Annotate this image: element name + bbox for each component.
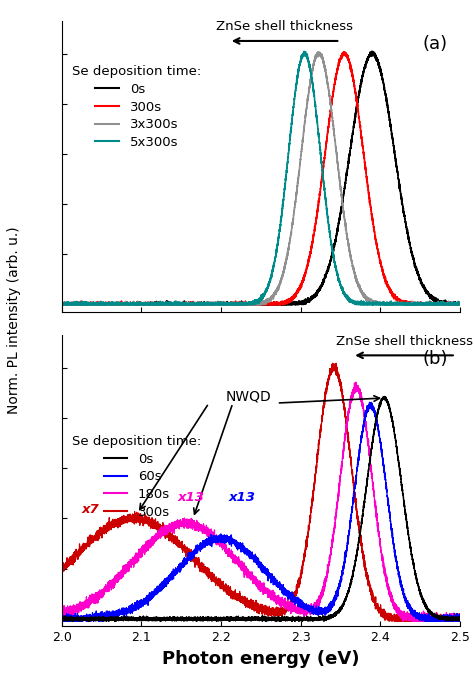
- Text: x13: x13: [229, 491, 256, 504]
- Text: ZnSe shell thickness: ZnSe shell thickness: [216, 20, 353, 33]
- Text: NWQD: NWQD: [226, 389, 272, 403]
- Text: x13: x13: [177, 491, 204, 504]
- Legend: 0s, 60s, 180s, 300s: 0s, 60s, 180s, 300s: [72, 435, 201, 519]
- Text: ZnSe shell thickness: ZnSe shell thickness: [336, 335, 473, 348]
- Legend: 0s, 300s, 3x300s, 5x300s: 0s, 300s, 3x300s, 5x300s: [72, 65, 201, 149]
- Text: (b): (b): [422, 350, 448, 368]
- X-axis label: Photon energy (eV): Photon energy (eV): [162, 650, 359, 668]
- Text: Norm. PL intensity (arb. u.): Norm. PL intensity (arb. u.): [7, 226, 21, 414]
- Text: (a): (a): [423, 35, 448, 54]
- Text: x7: x7: [82, 503, 99, 516]
